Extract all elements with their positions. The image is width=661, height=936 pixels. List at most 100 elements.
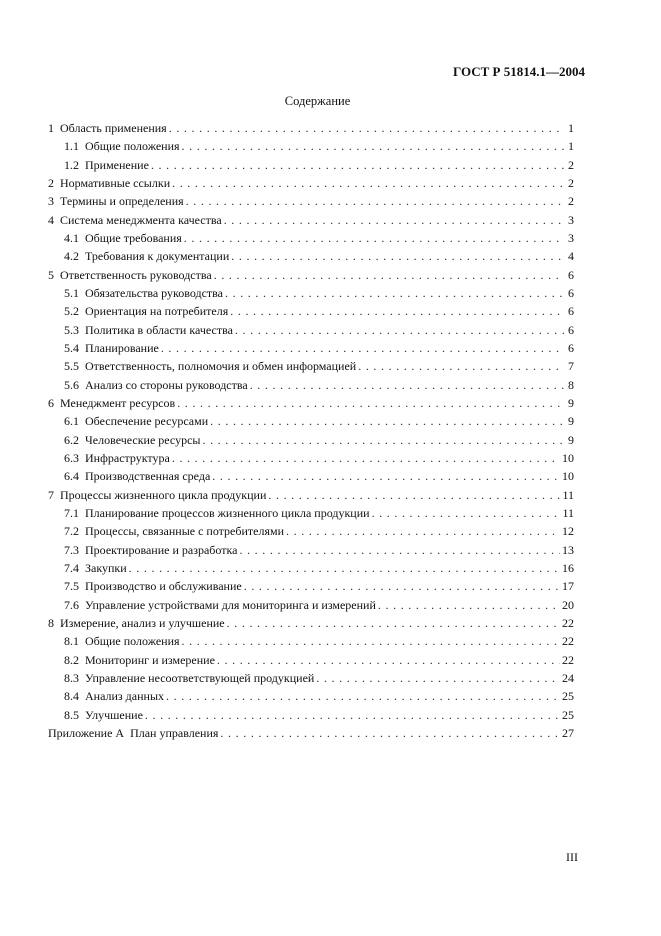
toc-entry-page: 10 bbox=[562, 469, 574, 484]
toc-entry-number: 3 bbox=[48, 194, 54, 209]
toc-entry[interactable]: 4.1 Общие требования 3 bbox=[48, 231, 574, 249]
toc-entry-number: 8.2 bbox=[64, 652, 79, 667]
toc-entry[interactable]: 6.4 Производственная среда 10 bbox=[48, 469, 574, 487]
toc-entry-label: Инфраструктура bbox=[85, 450, 170, 465]
toc-entry-number: 7.4 bbox=[64, 560, 79, 575]
toc-entry-number: 1 bbox=[48, 121, 54, 135]
toc-entry-label: Измерение, анализ и улучшение bbox=[60, 615, 225, 630]
toc-entry-page: 6 bbox=[568, 340, 574, 355]
toc-entry[interactable]: 7.3 Проектирование и разработка 13 bbox=[48, 543, 574, 561]
toc-entry[interactable]: 7.6 Управление устройствами для мониторин… bbox=[48, 598, 574, 616]
toc-entry[interactable]: 5.5 Ответственность, полномочия и обмен и… bbox=[48, 359, 574, 377]
toc-entry-label: Обязательства руководства bbox=[85, 285, 223, 300]
toc-entry[interactable]: 5 Ответственность руководства 6 bbox=[48, 268, 574, 286]
toc-entry[interactable]: 6.3 Инфраструктура 10 bbox=[48, 451, 574, 469]
dot-leader bbox=[161, 341, 564, 356]
toc-entry[interactable]: 1.1 Общие положения 1 bbox=[48, 139, 574, 157]
toc-entry-label: Процессы жизненного цикла продукции bbox=[60, 487, 267, 502]
toc-entry[interactable]: 6.2 Человеческие ресурсы 9 bbox=[48, 433, 574, 451]
dot-leader bbox=[225, 286, 564, 301]
toc-entry-label: Термины и определения bbox=[60, 194, 184, 209]
toc-entry[interactable]: 1.2 Применение 2 bbox=[48, 158, 574, 176]
toc-entry[interactable]: 5.4 Планирование 6 bbox=[48, 341, 574, 359]
toc-entry-page: 1 bbox=[568, 139, 574, 154]
dot-leader bbox=[220, 726, 560, 741]
toc-entry-page: 12 bbox=[562, 524, 574, 539]
toc-entry[interactable]: 4 Система менеджмента качества 3 bbox=[48, 213, 574, 231]
toc-entry-number: 6.2 bbox=[64, 432, 79, 447]
toc-entry-page: 17 bbox=[562, 579, 574, 594]
toc-entry-page: 10 bbox=[562, 450, 574, 465]
toc-entry[interactable]: 7.5 Производство и обслуживание 17 bbox=[48, 579, 574, 597]
toc-entry-number: 7.2 bbox=[64, 524, 79, 539]
toc-entry-label: Область применения bbox=[60, 121, 167, 135]
toc-entry-number: 5.4 bbox=[64, 340, 79, 355]
toc-entry-page: 25 bbox=[562, 689, 574, 704]
toc-entry-number: 6.1 bbox=[64, 414, 79, 429]
dot-leader bbox=[239, 543, 560, 558]
toc-entry-number: 7 bbox=[48, 487, 54, 502]
toc-entry-label: Проектирование и разработка bbox=[85, 542, 238, 557]
toc-entry[interactable]: 8.1 Общие положения 22 bbox=[48, 634, 574, 652]
toc-entry-number: 6.4 bbox=[64, 469, 79, 484]
dot-leader bbox=[186, 194, 564, 209]
toc-entry-number: 2 bbox=[48, 175, 54, 190]
toc-entry-label: Общие требования bbox=[85, 230, 182, 245]
toc-entry-number: 1.1 bbox=[64, 139, 79, 154]
toc-entry-label: Производство и обслуживание bbox=[85, 579, 242, 594]
toc-entry[interactable]: 5.3 Политика в области качества 6 bbox=[48, 323, 574, 341]
toc-entry-number: 7.6 bbox=[64, 597, 79, 612]
toc-entry-label: Нормативные ссылки bbox=[60, 175, 171, 190]
toc-entry-number: 6.3 bbox=[64, 450, 79, 465]
toc-entry-label: Анализ со стороны руководства bbox=[85, 377, 248, 392]
toc-entry[interactable]: 5.2 Ориентация на потребителя 6 bbox=[48, 304, 574, 322]
page-number: III bbox=[566, 850, 578, 864]
dot-leader bbox=[227, 616, 560, 631]
toc-entry-label: Общие положения bbox=[85, 634, 180, 649]
toc-entry-number: 8.3 bbox=[64, 670, 79, 685]
toc-entry-number: 5 bbox=[48, 267, 54, 282]
toc-entry[interactable]: Приложение А План управления 27 bbox=[48, 726, 574, 744]
toc-entry[interactable]: 5.1 Обязательства руководства 6 bbox=[48, 286, 574, 304]
toc-entry[interactable]: 6.1 Обеспечение ресурсами 9 bbox=[48, 414, 574, 432]
toc-entry[interactable]: 1 Область применения 1 bbox=[48, 121, 574, 139]
toc-entry-page: 6 bbox=[568, 285, 574, 300]
toc-entry[interactable]: 7.1 Планирование процессов жизненного цик… bbox=[48, 506, 574, 524]
toc-entry-number: 6 bbox=[48, 395, 54, 410]
toc-entry-page: 27 bbox=[562, 725, 574, 740]
toc-entry-number: Приложение А bbox=[48, 725, 125, 740]
toc-entry[interactable]: 8.4 Анализ данных 25 bbox=[48, 689, 574, 707]
toc-entry-label: Требования к документации bbox=[85, 249, 230, 264]
toc-entry[interactable]: 8.5 Улучшение 25 bbox=[48, 708, 574, 726]
toc-entry[interactable]: 5.6 Анализ со стороны руководства 8 bbox=[48, 378, 574, 396]
toc-entry-number: 7.5 bbox=[64, 579, 79, 594]
toc-entry-label: Планирование bbox=[85, 340, 159, 355]
toc-entry-page: 7 bbox=[568, 359, 574, 374]
toc-entry-page: 25 bbox=[562, 707, 574, 722]
dot-leader bbox=[166, 689, 560, 704]
toc-entry[interactable]: 6 Менеджмент ресурсов 9 bbox=[48, 396, 574, 414]
toc-entry-page: 9 bbox=[568, 395, 574, 410]
toc-entry-page: 16 bbox=[562, 560, 574, 575]
dot-leader bbox=[358, 359, 564, 374]
toc-entry[interactable]: 2 Нормативные ссылки 2 bbox=[48, 176, 574, 194]
toc-entry[interactable]: 3 Термины и определения 2 bbox=[48, 194, 574, 212]
toc-entry[interactable]: 8 Измерение, анализ и улучшение 22 bbox=[48, 616, 574, 634]
dot-leader bbox=[230, 304, 564, 319]
toc-entry-number: 4.2 bbox=[64, 249, 79, 264]
toc-entry[interactable]: 7.4 Закупки 16 bbox=[48, 561, 574, 579]
toc-entry-label: Закупки bbox=[85, 560, 127, 575]
toc-entry-page: 2 bbox=[568, 194, 574, 209]
toc-entry-label: Мониторинг и измерение bbox=[85, 652, 215, 667]
toc-entry-page: 11 bbox=[562, 505, 574, 520]
dot-leader bbox=[378, 598, 560, 613]
toc-entry[interactable]: 7 Процессы жизненного цикла продукции 11 bbox=[48, 488, 574, 506]
toc-entry-number: 5.2 bbox=[64, 304, 79, 319]
toc-entry-label: Обеспечение ресурсами bbox=[85, 414, 209, 429]
toc-entry[interactable]: 4.2 Требования к документации 4 bbox=[48, 249, 574, 267]
toc-entry[interactable]: 8.2 Мониторинг и измерение 22 bbox=[48, 653, 574, 671]
toc-entry-label: Политика в области качества bbox=[85, 322, 233, 337]
dot-leader bbox=[372, 506, 561, 521]
toc-entry[interactable]: 8.3 Управление несоответствующей продукци… bbox=[48, 671, 574, 689]
toc-entry[interactable]: 7.2 Процессы, связанные с потребителями 12 bbox=[48, 524, 574, 542]
